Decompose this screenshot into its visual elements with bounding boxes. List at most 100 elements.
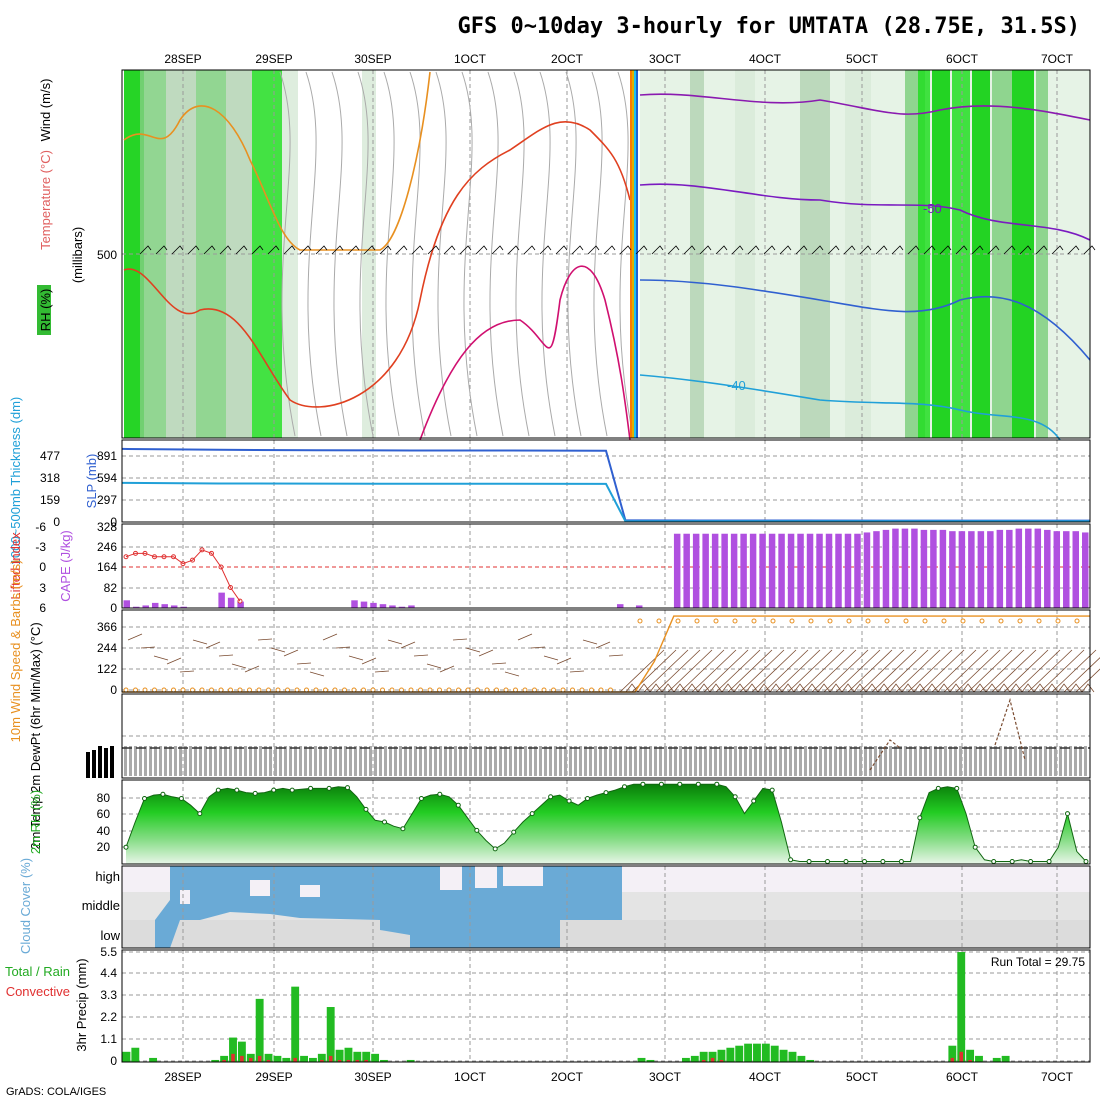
temp-range-bar <box>984 746 987 776</box>
wind-tick-label: 244 <box>97 641 117 655</box>
wind-barb <box>643 649 689 693</box>
wind-barb <box>763 649 809 693</box>
wind-barb <box>127 633 143 641</box>
precip-convective-bar <box>355 1059 360 1062</box>
wind-speed-point <box>998 618 1004 624</box>
temp-range-bar <box>394 746 397 776</box>
wind-barb <box>569 670 585 673</box>
temp-range-bar <box>674 746 677 776</box>
temp-range-bar <box>484 746 487 776</box>
temp-range-bar <box>439 746 442 776</box>
wind-barb <box>257 638 273 641</box>
wind-speed-point <box>304 687 309 693</box>
wind-barb <box>203 245 216 255</box>
precip-total-bar <box>806 1059 815 1062</box>
cape-bar <box>170 605 178 608</box>
wind-speed-point <box>713 618 719 624</box>
wind-speed-point <box>218 687 224 693</box>
precip-convective-bar <box>719 1059 724 1062</box>
slp-tick-label: 891 <box>97 449 117 463</box>
wind-speed-point <box>570 687 575 693</box>
temp-range-bar <box>379 746 382 776</box>
temp-range-bar <box>804 746 807 776</box>
cape-bar <box>142 605 149 608</box>
cloud-level-label: middle <box>82 898 120 913</box>
temp-range-bar <box>749 746 752 776</box>
lifted-index-line <box>125 549 241 602</box>
rh-point <box>400 826 406 832</box>
wind-speed-point <box>770 618 776 624</box>
wind-speed-point <box>589 687 594 693</box>
temp-range-bar <box>649 746 652 776</box>
lifted-tick-label: 0 <box>39 560 46 574</box>
temp-range-bar <box>644 746 647 776</box>
cloud-axis-label: Cloud Cover (%) <box>18 858 33 954</box>
temp-range-bar <box>979 746 982 776</box>
precip-convective-bar <box>222 1059 226 1062</box>
temp-range-bar <box>919 746 922 776</box>
wind-barb <box>931 649 977 693</box>
wind-speed-point <box>427 687 433 693</box>
temp-range-bar <box>1019 746 1022 776</box>
cape-bar <box>1006 529 1013 608</box>
cape-bar <box>692 533 700 608</box>
temp-range-bar <box>1069 746 1072 776</box>
wind-speed-point <box>370 687 376 693</box>
temp-range-bar <box>219 746 222 776</box>
streamline <box>461 71 478 437</box>
temp-range-bar <box>194 746 197 776</box>
temp-range-bar <box>229 746 232 776</box>
wind-barb <box>775 649 821 693</box>
wind-speed-point <box>190 687 195 693</box>
wind-barb <box>427 245 440 255</box>
streamline <box>487 71 504 437</box>
wind-speed-point <box>171 687 176 693</box>
temp-range-bar <box>929 746 932 776</box>
temp-range-bar <box>1029 746 1032 776</box>
temp-range-bar <box>349 746 352 776</box>
rh-point <box>142 796 147 801</box>
wind-speed-point <box>380 687 385 693</box>
thickness-tick-label: 159 <box>40 493 60 507</box>
cape-bar <box>930 529 937 608</box>
cape-bar <box>379 604 387 608</box>
wind-barb <box>595 641 611 649</box>
wind-barb <box>363 245 376 255</box>
wind-speed-point <box>142 687 148 693</box>
temp-range-bar <box>989 746 992 776</box>
slp-axis-label: SLP (mb) <box>84 454 99 509</box>
wind-barb <box>1051 649 1097 693</box>
temp-range-bar <box>309 746 312 776</box>
temp-range-bar <box>609 746 612 776</box>
wind-barb <box>478 649 494 657</box>
wind-speed-point <box>865 618 871 624</box>
wind-barb <box>387 639 403 645</box>
rh-point <box>178 796 184 801</box>
precip-convective-bar <box>346 1059 351 1062</box>
temperature-contour <box>419 265 631 441</box>
temp-range-bar <box>249 746 252 776</box>
temp-range-bar <box>754 746 757 776</box>
cape-bar <box>1025 528 1032 608</box>
discontinuity-line <box>636 70 638 438</box>
wind-barb <box>835 649 881 693</box>
wind-speed-point <box>446 687 452 693</box>
temp-range-bar <box>574 746 577 776</box>
precip-total-label: Total / Rain <box>5 964 70 979</box>
wind-speed-point <box>199 687 205 693</box>
temp-range-bar <box>939 746 942 776</box>
bottom-x-tick-label: 28SEP <box>164 1070 201 1084</box>
wind-barb <box>322 633 338 641</box>
temp-range-bar <box>429 746 432 776</box>
precip-total-bar <box>957 952 966 1062</box>
wind-barb <box>699 245 712 255</box>
precip-convective-bar <box>337 1059 342 1062</box>
cape-bar <box>616 604 624 608</box>
rh-point <box>677 781 683 787</box>
wind-speed-point <box>256 687 262 693</box>
temp-range-bar <box>559 746 562 776</box>
top-x-tick-label: 28SEP <box>164 52 201 66</box>
temp-range-bar <box>619 746 622 776</box>
rh-point <box>714 781 720 787</box>
wind-speed-point <box>332 687 338 693</box>
